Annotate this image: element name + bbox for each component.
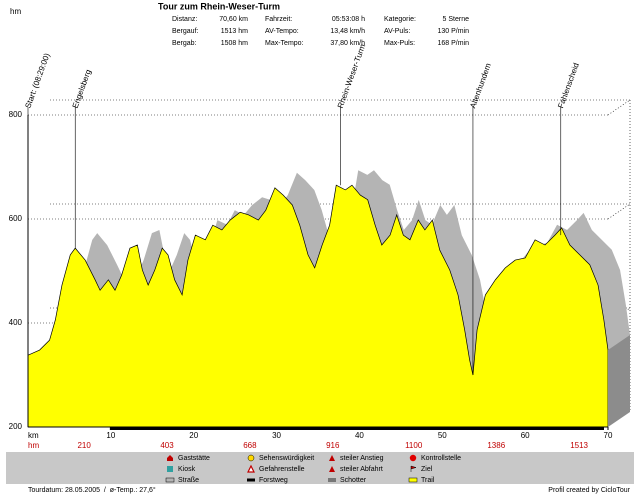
- x-tick-label: 30: [272, 431, 281, 440]
- climb-label: 1513: [570, 441, 588, 450]
- footer-right: Profil created by CicloTour: [548, 487, 630, 494]
- footer-left: Tourdatum: 28.05.2005 / ø-Temp.: 27,6°: [28, 486, 156, 494]
- legend-icon: [328, 478, 336, 482]
- stat-label: Distanz:: [172, 16, 197, 23]
- stat-value: 130 P/min: [437, 28, 469, 35]
- y-tick-label: 400: [9, 318, 23, 327]
- legend-label: Straße: [178, 477, 199, 484]
- y-tick-label: 200: [9, 422, 23, 431]
- x-tick-label: 40: [355, 431, 364, 440]
- y-tick-label: 600: [9, 214, 23, 223]
- stat-label: Bergab:: [172, 40, 197, 47]
- legend-label: Sehenswürdigkeit: [259, 455, 314, 462]
- legend-label: steiler Abfahrt: [340, 466, 383, 473]
- climb-label: 668: [243, 441, 257, 450]
- x-tick-label: 20: [189, 431, 198, 440]
- stat-label: Bergauf:: [172, 28, 199, 35]
- legend-icon: [409, 454, 417, 462]
- stat-value: 05:53:08 h: [332, 16, 365, 23]
- stat-value: 1508 hm: [221, 40, 248, 47]
- legend-label: Ziel: [421, 466, 433, 473]
- profile-area: [27, 184, 609, 428]
- legend-icon: [329, 466, 335, 472]
- stat-value: 5 Sterne: [443, 16, 470, 23]
- stat-label: Max-Tempo:: [265, 40, 304, 47]
- y-tick-label: 800: [9, 110, 23, 119]
- legend-icon: [329, 455, 335, 461]
- stat-value: 70,60 km: [219, 16, 248, 23]
- legend-icon: [247, 478, 255, 482]
- legend-icon: [408, 477, 418, 483]
- legend-icon: [247, 464, 255, 473]
- legend-icon: [167, 466, 173, 472]
- title: Tour zum Rhein-Weser-Turm: [158, 1, 280, 11]
- legend-label: Gaststätte: [178, 455, 210, 462]
- legend-label: Kiosk: [178, 466, 196, 473]
- x-tick-label: 60: [521, 431, 530, 440]
- y-unit: hm: [10, 7, 21, 16]
- stat-label: AV-Puls:: [384, 28, 410, 35]
- climb-unit: hm: [28, 441, 39, 450]
- legend-box: [6, 452, 634, 484]
- x-unit: km: [28, 431, 39, 440]
- legend-label: Gefahrenstelle: [259, 466, 305, 473]
- climb-label: 210: [77, 441, 91, 450]
- legend-icon: [165, 477, 175, 483]
- x-tick-label: 50: [438, 431, 447, 440]
- stat-label: Kategorie:: [384, 16, 416, 23]
- legend-label: steiler Anstieg: [340, 455, 384, 462]
- climb-label: 1386: [487, 441, 505, 450]
- legend-icon: [410, 465, 417, 472]
- legend-icon: [167, 455, 173, 461]
- x-tick-label: 70: [604, 431, 613, 440]
- climb-label: 403: [160, 441, 174, 450]
- climb-label: 1100: [405, 441, 423, 450]
- climb-label: 916: [326, 441, 340, 450]
- legend-label: Kontrollstelle: [421, 455, 461, 462]
- stat-label: Max-Puls:: [384, 40, 415, 47]
- x-tick-label: 10: [106, 431, 115, 440]
- legend-label: Trail: [421, 477, 435, 484]
- profile-side: [608, 335, 630, 427]
- stat-value: 168 P/min: [437, 40, 469, 47]
- stat-value: 37,80 km/h: [330, 40, 365, 47]
- legend-label: Schotter: [340, 477, 367, 484]
- legend-label: Forstweg: [259, 477, 288, 484]
- stat-value: 1513 hm: [221, 28, 248, 35]
- stat-label: Fahrzeit:: [265, 16, 292, 23]
- stat-label: AV-Tempo:: [265, 28, 299, 35]
- stat-value: 13,48 km/h: [330, 28, 365, 35]
- legend-icon: [247, 454, 255, 462]
- surface-bar: [109, 427, 604, 430]
